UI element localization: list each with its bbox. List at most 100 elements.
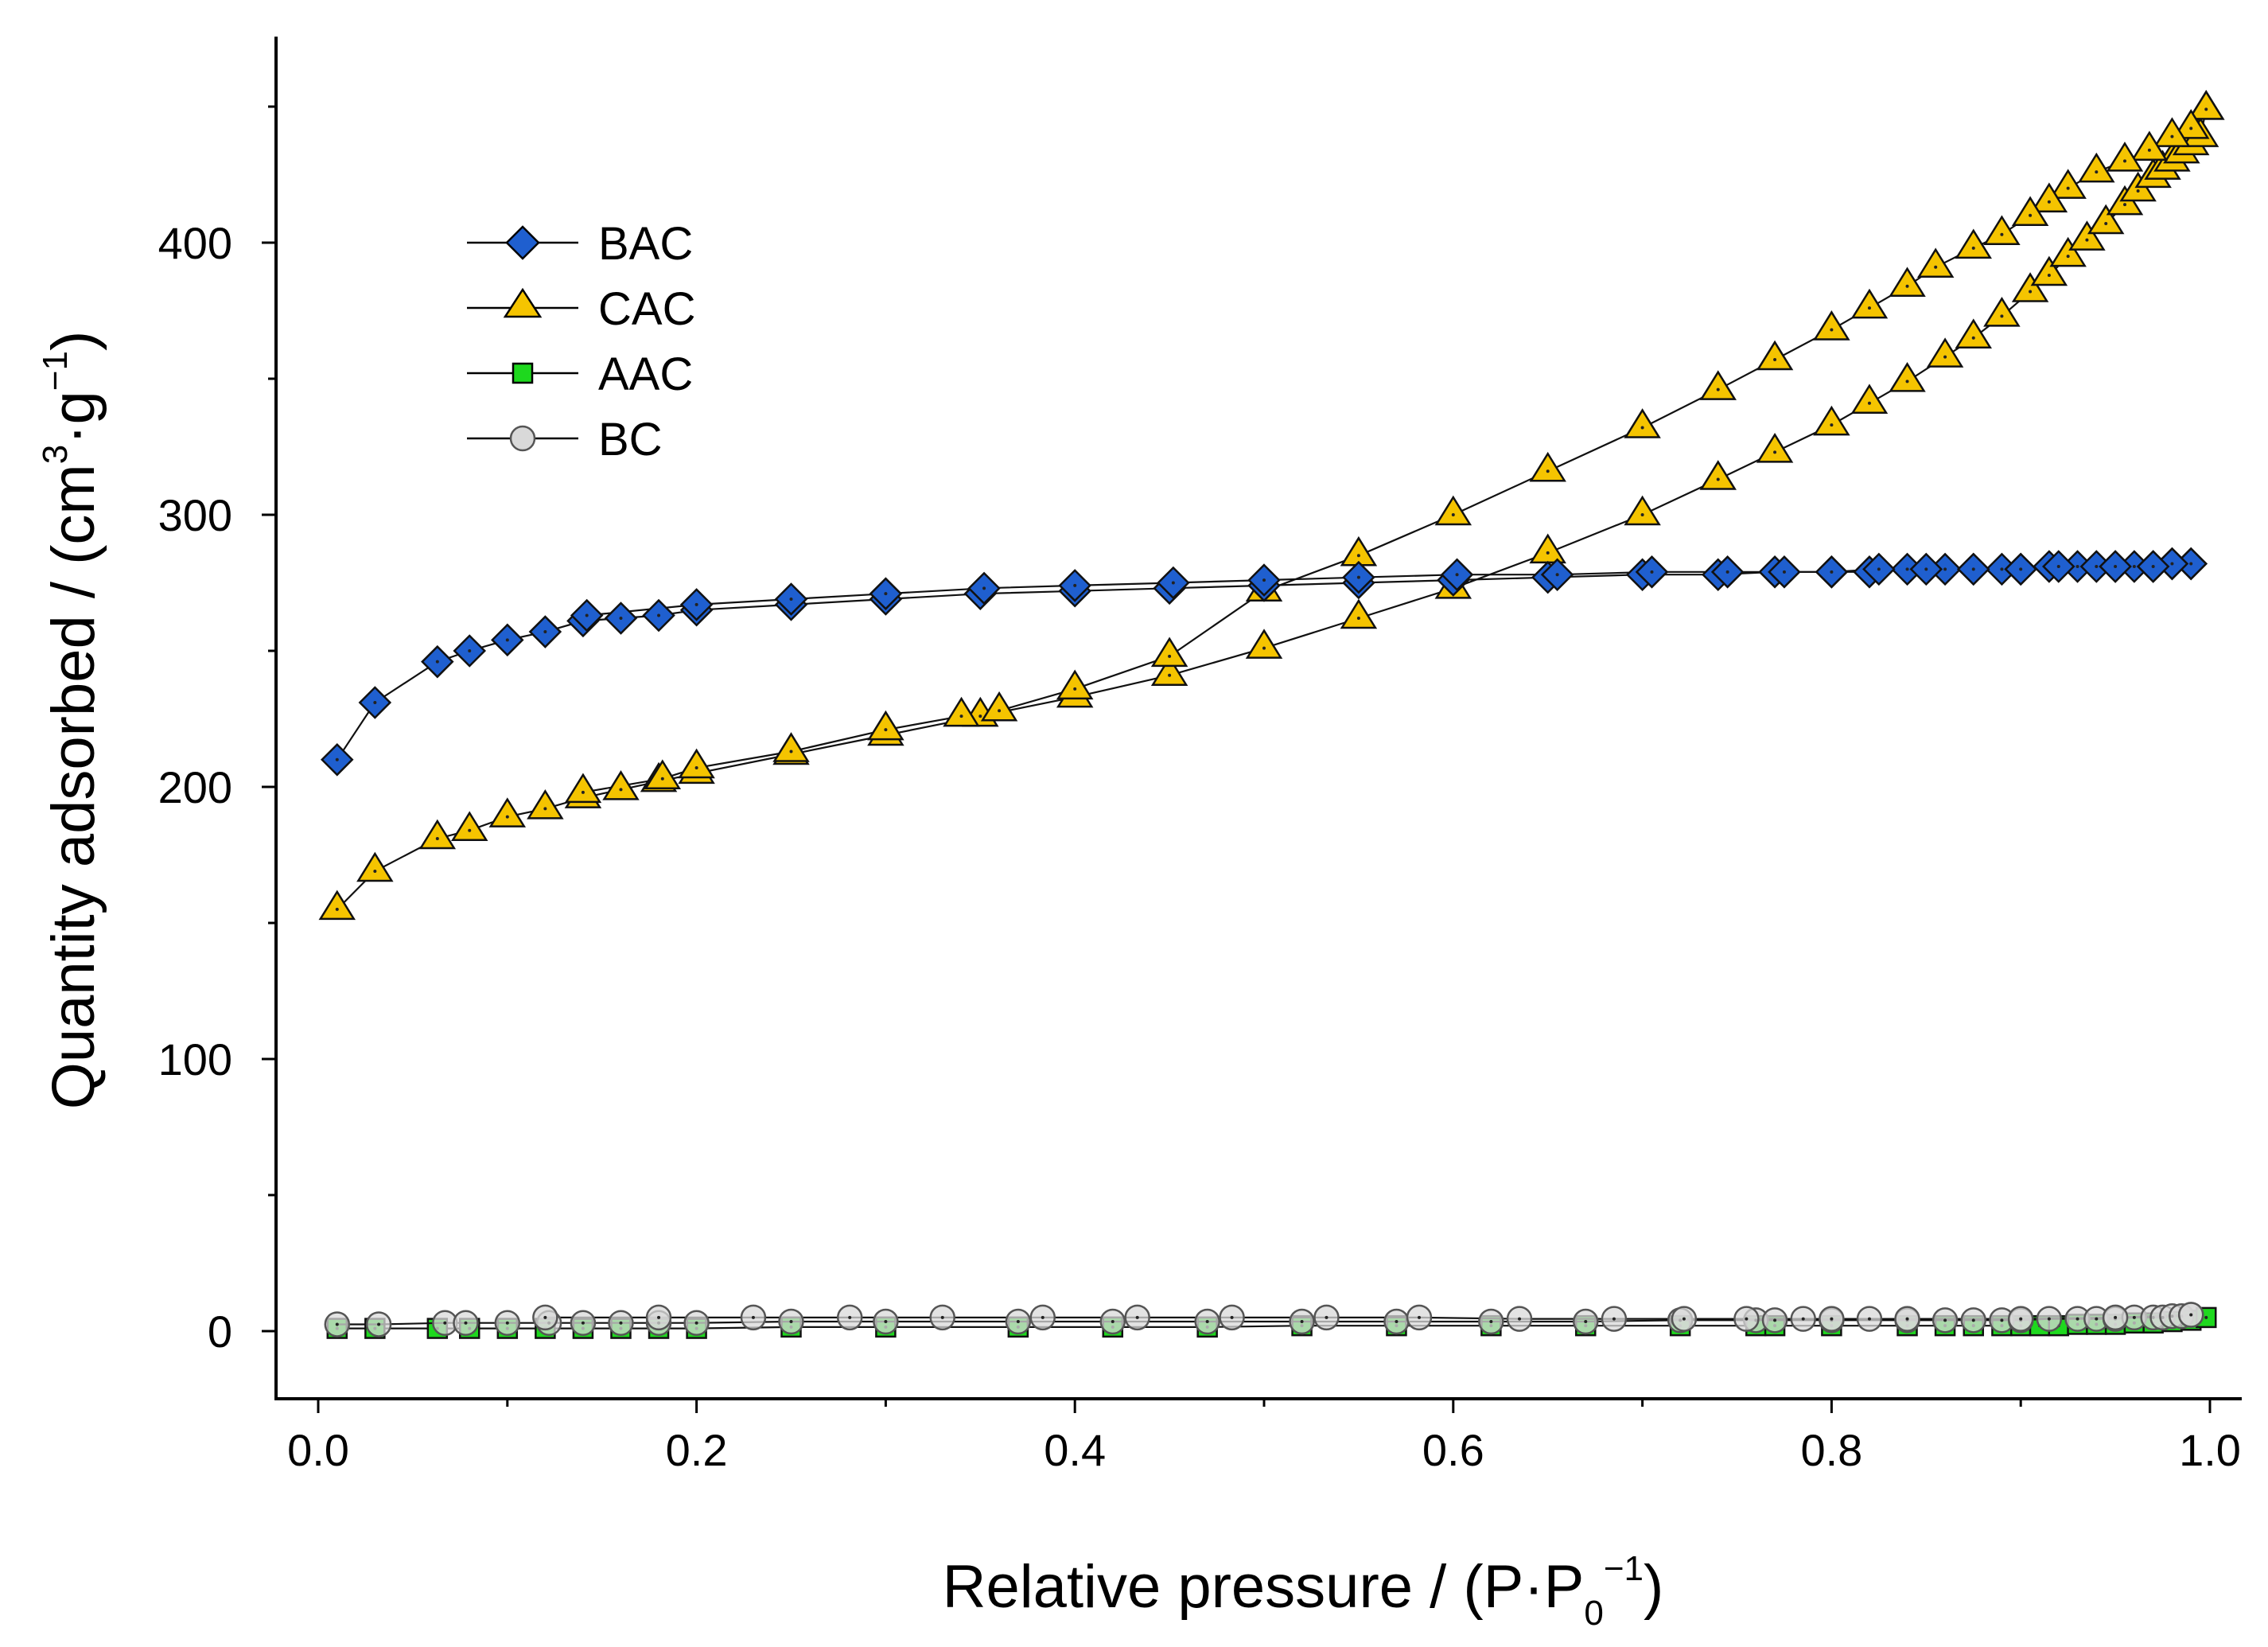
cac-adsorption-point <box>418 819 457 850</box>
cac-desorption-point <box>1756 340 1794 371</box>
marker-center-dot <box>505 638 509 642</box>
marker-center-dot <box>848 1315 852 1319</box>
cac-adsorption-point <box>1245 629 1283 659</box>
cac-adsorption-point <box>1850 384 1889 415</box>
legend-label-bac: BAC <box>598 218 693 270</box>
marker-center-dot <box>660 777 664 781</box>
marker-center-dot <box>1773 1318 1777 1322</box>
cac-adsorption-point <box>1340 598 1378 629</box>
marker-center-dot <box>2122 159 2126 163</box>
marker-center-dot <box>789 1320 793 1324</box>
marker-center-dot <box>2019 567 2023 571</box>
marker-center-dot <box>1546 551 1550 555</box>
marker-center-dot <box>1830 1317 1834 1321</box>
marker-center-dot <box>1867 1317 1871 1321</box>
cac-desorption-point <box>943 696 980 727</box>
marker-center-dot <box>435 660 439 664</box>
marker-center-dot <box>2029 213 2033 217</box>
x-tick-label: 0.0 <box>287 1425 349 1475</box>
marker-center-dot <box>1830 328 1834 332</box>
marker-center-dot <box>1584 1320 1588 1324</box>
marker-center-dot <box>1934 265 1938 269</box>
marker-center-dot <box>1395 1320 1399 1324</box>
marker-center-dot <box>1111 1320 1115 1324</box>
marker-center-dot <box>1168 654 1172 658</box>
marker-center-dot <box>2075 564 2079 568</box>
marker-center-dot <box>2114 1315 2118 1319</box>
marker-center-dot <box>1716 477 1720 481</box>
marker-center-dot <box>468 649 472 652</box>
marker-center-dot <box>1356 575 1360 579</box>
legend-item-aac: AAC <box>467 348 693 400</box>
cac-desorption-point <box>2153 117 2191 147</box>
cac-adsorption-point <box>2068 220 2106 251</box>
x-tick-label: 0.8 <box>1800 1425 1862 1475</box>
marker-center-dot <box>884 592 888 596</box>
marker-center-dot <box>505 815 509 819</box>
marker-center-dot <box>1971 246 1975 250</box>
marker-center-dot <box>2047 274 2051 278</box>
marker-center-dot <box>1971 336 1975 340</box>
marker-center-dot <box>1518 1317 1522 1321</box>
marker-center-dot <box>2066 255 2070 259</box>
y-tick-label: 300 <box>158 490 232 540</box>
marker-center-dot <box>543 1315 547 1319</box>
marker-center-dot <box>1971 1318 1975 1322</box>
marker-center-dot <box>1725 570 1729 574</box>
marker-center-dot <box>2204 1315 2208 1319</box>
cac-desorption-point <box>867 710 904 741</box>
cac-desorption-point <box>2049 169 2087 199</box>
marker-center-dot <box>1773 450 1777 454</box>
marker-center-dot <box>543 630 547 634</box>
marker-center-dot <box>2095 1317 2099 1321</box>
y-tick-label: 100 <box>158 1034 232 1084</box>
marker-center-dot <box>789 750 793 753</box>
marker-center-dot <box>657 613 661 617</box>
marker-center-dot <box>789 598 793 602</box>
x-tick-label: 0.4 <box>1044 1425 1106 1475</box>
marker-center-dot <box>694 766 698 770</box>
legend-marker-bac <box>505 225 540 260</box>
marker-center-dot <box>543 807 547 811</box>
series-bc <box>324 1302 2204 1337</box>
marker-center-dot <box>2000 1318 2004 1322</box>
marker-center-dot <box>2189 1313 2193 1317</box>
cac-adsorption-point <box>1624 495 1661 526</box>
cac-desorption-line <box>582 108 2208 793</box>
marker-center-dot <box>505 1321 509 1325</box>
marker-center-dot <box>335 907 339 911</box>
marker-center-dot <box>619 616 623 620</box>
marker-center-dot <box>1943 567 1947 571</box>
cac-desorption-point <box>1699 370 1737 400</box>
cac-desorption-point <box>678 748 715 779</box>
marker-center-dot <box>1555 573 1559 577</box>
marker-center-dot <box>335 1322 339 1326</box>
marker-center-dot <box>1300 1320 1304 1324</box>
marker-center-dot <box>1546 469 1550 473</box>
marker-center-dot <box>2189 127 2193 130</box>
y-tick-label: 0 <box>208 1306 232 1357</box>
cac-desorption-point <box>980 691 1018 722</box>
cac-desorption-point <box>2011 196 2049 227</box>
marker-center-dot <box>1171 581 1175 585</box>
cac-desorption-point <box>1955 228 1992 259</box>
legend-label-cac: CAC <box>598 283 695 335</box>
x-tick-label: 1.0 <box>2179 1425 2241 1475</box>
series-bac <box>321 547 2208 777</box>
marker-center-dot <box>2189 562 2193 566</box>
marker-center-dot <box>1489 1320 1493 1324</box>
y-axis-title: Quantity adsorbed / (cm3·g−1) <box>36 331 107 1110</box>
marker-center-dot <box>2047 200 2051 204</box>
marker-center-dot <box>1830 423 1834 427</box>
marker-center-dot <box>657 1315 661 1319</box>
marker-center-dot <box>435 836 439 840</box>
marker-center-dot <box>1905 380 1909 384</box>
marker-center-dot <box>1801 1317 1805 1321</box>
marker-center-dot <box>1716 387 1720 391</box>
y-tick-label: 200 <box>158 762 232 812</box>
marker-center-dot <box>2132 564 2136 568</box>
marker-center-dot <box>1905 284 1909 288</box>
marker-center-dot <box>751 1315 755 1319</box>
marker-center-dot <box>1073 687 1077 691</box>
marker-center-dot <box>2029 290 2033 294</box>
